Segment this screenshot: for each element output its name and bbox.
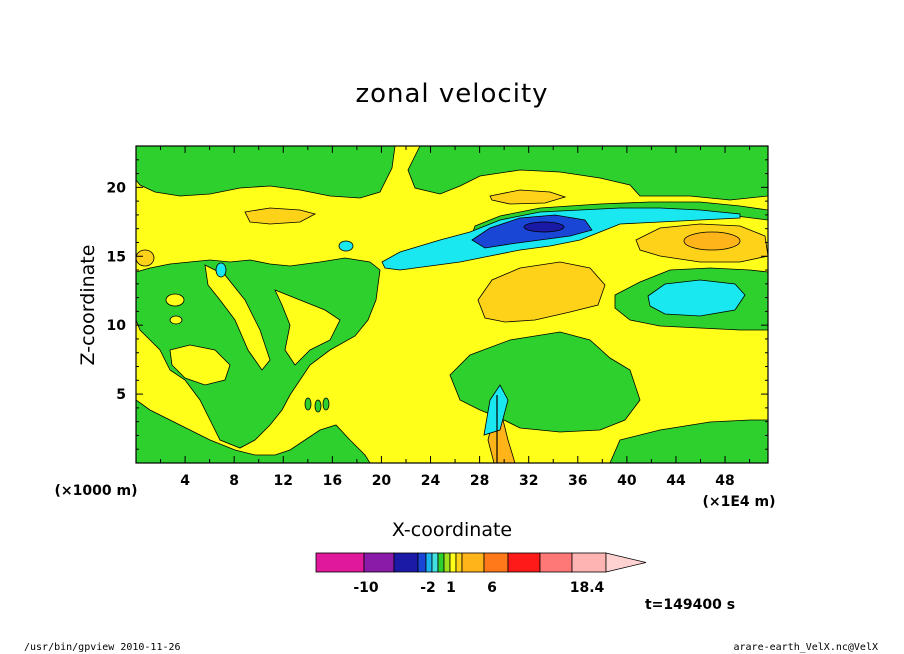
contour-dark-blue xyxy=(523,221,565,233)
colorbar-segment xyxy=(363,552,395,573)
colorbar-tick-label: -2 xyxy=(420,580,436,596)
x-tick-label: 12 xyxy=(274,473,293,489)
colorbar-segment xyxy=(417,552,427,573)
colorbar: -10 -2 1 6 18.4 xyxy=(315,552,647,596)
colorbar-segment xyxy=(431,552,439,573)
y-tick-label: 20 xyxy=(107,180,127,196)
contour-orange-upper-mid xyxy=(489,189,567,205)
contour-cyan-band xyxy=(381,207,741,271)
x-tick-label: 24 xyxy=(421,473,441,489)
plot-frame xyxy=(135,145,769,464)
contour-green-dot2 xyxy=(314,399,322,413)
contour-green-dot3 xyxy=(322,397,330,411)
contour-cyan-blob2 xyxy=(215,262,227,278)
colorbar-arrow xyxy=(605,552,647,573)
contour-green-dot1 xyxy=(304,397,312,411)
colorbar-tick-label: 6 xyxy=(487,580,497,596)
x-tick-label: 8 xyxy=(229,473,239,489)
contour-fill xyxy=(136,146,768,463)
y-tick-label: 10 xyxy=(107,318,127,334)
y-axis-label: Z-coordinate xyxy=(77,245,99,366)
colorbar-segment xyxy=(461,552,485,573)
x-tick-label: 28 xyxy=(470,473,489,489)
contour-green-left2 xyxy=(136,399,371,463)
contour-blue xyxy=(471,214,593,249)
contour-cyan-right xyxy=(647,279,746,317)
colorbar-segment xyxy=(539,552,573,573)
colorbar-segment xyxy=(507,552,541,573)
x-tick-label: 44 xyxy=(666,473,686,489)
x-axis-label: X-coordinate xyxy=(392,519,512,541)
contour-orange-edge xyxy=(136,249,155,267)
footer-right: arare-earth_VelX.nc@VelX xyxy=(734,642,879,653)
y-tick-label: 15 xyxy=(107,249,126,265)
colorbar-tick-label: -10 xyxy=(353,580,379,596)
y-tick-label: 5 xyxy=(116,387,126,403)
contour-cyan-blob1 xyxy=(338,240,354,252)
contour-dark-orange-right xyxy=(683,231,741,251)
colorbar-segment xyxy=(483,552,509,573)
colorbar-tick-label: 1 xyxy=(446,580,456,596)
colorbar-tick-label: 18.4 xyxy=(570,580,605,596)
x-tick-label: 40 xyxy=(617,473,637,489)
time-annotation: t=149400 s xyxy=(645,597,735,613)
contour-yellow-island1 xyxy=(169,344,231,386)
contour-green-right-low xyxy=(609,419,768,463)
contour-yellow-blob1 xyxy=(165,293,185,307)
y-scale-note: (×1000 m) xyxy=(55,483,138,499)
colorbar-segment xyxy=(425,552,433,573)
contour-orange-middle xyxy=(477,261,606,323)
x-tick-label: 4 xyxy=(180,473,190,489)
x-tick-label: 16 xyxy=(323,473,342,489)
x-tick-label: 48 xyxy=(715,473,734,489)
x-tick-label: 20 xyxy=(372,473,392,489)
colorbar-segment xyxy=(455,552,463,573)
contour-yellow-island3 xyxy=(274,289,341,366)
footer-left: /usr/bin/gpview 2010-11-26 xyxy=(24,642,181,653)
contour-green-top xyxy=(136,146,396,199)
chart-title: zonal velocity xyxy=(355,79,548,109)
contour-yellow-blob2 xyxy=(169,315,183,325)
x-tick-label: 32 xyxy=(519,473,538,489)
colorbar-segment xyxy=(315,552,365,573)
colorbar-segment xyxy=(437,552,445,573)
colorbar-segment xyxy=(393,552,419,573)
colorbar-segment xyxy=(571,552,607,573)
contour-green-top-right xyxy=(407,146,768,201)
x-tick-label: 36 xyxy=(568,473,587,489)
x-ticks: 4 8 12 16 20 24 28 32 36 40 44 48 xyxy=(160,146,751,489)
colorbar-segment xyxy=(449,552,457,573)
colorbar-segment xyxy=(443,552,451,573)
y-ticks: 5 10 15 20 xyxy=(107,159,768,450)
contour-yellow-island2 xyxy=(204,264,271,371)
x-scale-note: (×1E4 m) xyxy=(702,494,775,510)
contour-orange-upper-left xyxy=(244,207,317,225)
